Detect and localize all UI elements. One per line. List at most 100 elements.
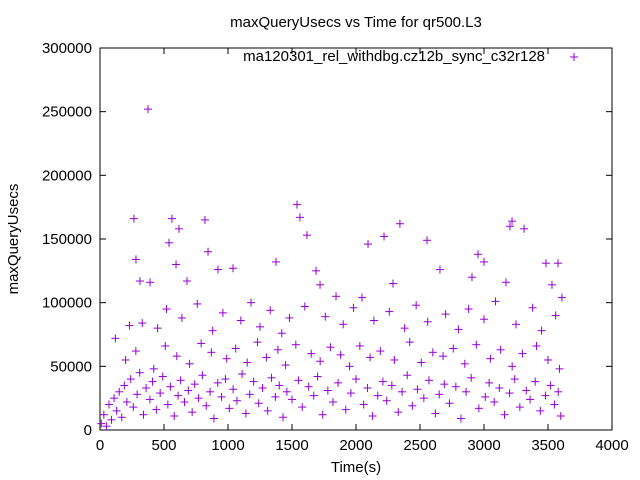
data-point: [423, 317, 432, 326]
data-point: [394, 408, 403, 417]
data-point: [176, 376, 185, 385]
data-point: [349, 303, 358, 312]
data-point: [166, 382, 175, 391]
y-tick-label: 100000: [42, 295, 92, 312]
data-point: [556, 411, 565, 420]
data-point: [518, 349, 527, 358]
data-point: [419, 394, 428, 403]
data-point: [467, 273, 476, 282]
data-point: [111, 334, 120, 343]
x-axis-label: Time(s): [331, 459, 381, 476]
data-point: [208, 326, 217, 335]
data-point: [167, 214, 176, 223]
data-point: [316, 280, 325, 289]
data-point: [174, 224, 183, 233]
data-point: [99, 410, 108, 419]
data-point: [359, 400, 368, 409]
data-point: [161, 341, 170, 350]
data-point: [148, 377, 157, 386]
data-point: [435, 390, 444, 399]
data-point: [272, 257, 280, 266]
data-point: [156, 389, 165, 398]
data-point: [520, 224, 529, 233]
data-point: [456, 414, 465, 423]
data-point: [142, 383, 151, 392]
data-point: [332, 292, 341, 301]
data-point: [522, 386, 531, 395]
data-point: [318, 410, 327, 419]
data-point: [321, 312, 330, 321]
data-point: [431, 409, 440, 418]
data-point: [153, 324, 162, 333]
data-point: [129, 403, 138, 412]
data-point: [180, 397, 189, 406]
data-point: [231, 344, 240, 353]
data-point: [445, 399, 454, 408]
data-point: [285, 313, 294, 322]
data-point: [316, 357, 325, 366]
data-point: [424, 376, 433, 385]
data-point: [145, 395, 154, 404]
data-point: [363, 383, 372, 392]
data-point: [553, 259, 562, 268]
data-point: [207, 348, 216, 357]
data-point: [206, 387, 215, 396]
data-point: [403, 371, 412, 380]
data-point: [490, 397, 499, 406]
data-point: [355, 341, 364, 350]
data-point: [263, 406, 272, 415]
legend-plus-icon: [570, 53, 578, 61]
data-point: [295, 213, 304, 222]
data-point: [267, 373, 276, 382]
data-point: [185, 359, 194, 368]
data-point: [225, 404, 234, 413]
data-point: [449, 344, 458, 353]
data-point: [298, 403, 307, 412]
data-point: [193, 299, 202, 308]
data-point: [121, 355, 130, 364]
data-point: [183, 277, 192, 286]
x-tick-label: 2500: [403, 437, 436, 454]
data-point: [464, 305, 473, 314]
data-point: [382, 396, 391, 405]
x-tick-label: 0: [96, 437, 104, 454]
data-point: [97, 419, 106, 428]
legend-marker: [570, 53, 578, 61]
data-point: [133, 390, 142, 399]
data-point: [413, 385, 422, 394]
data-point: [390, 355, 399, 364]
data-point: [273, 345, 282, 354]
data-point: [184, 386, 193, 395]
data-point: [366, 353, 375, 362]
x-tick-label: 1000: [211, 437, 244, 454]
data-point: [551, 311, 560, 320]
data-point: [217, 392, 226, 401]
data-point: [398, 387, 407, 396]
data-point: [405, 338, 414, 347]
data-point: [358, 293, 367, 302]
data-point: [313, 372, 322, 381]
data-point: [138, 319, 147, 328]
data-point: [378, 377, 387, 386]
data-point: [550, 400, 559, 409]
x-tick-label: 3500: [531, 437, 564, 454]
data-point: [129, 214, 138, 223]
data-point: [291, 340, 300, 349]
data-point: [262, 353, 271, 362]
data-point: [451, 382, 460, 391]
data-point: [480, 257, 488, 266]
plot-border: [99, 47, 613, 431]
data-point: [385, 307, 394, 316]
data-point: [213, 378, 222, 387]
data-point: [102, 422, 111, 431]
data-point: [376, 347, 385, 356]
data-point: [249, 377, 258, 386]
data-point: [304, 382, 313, 391]
data-point: [544, 355, 552, 364]
data-point: [536, 406, 545, 415]
chart-title: maxQueryUsecs vs Time for qr500.L3: [230, 14, 482, 31]
data-point: [547, 280, 556, 289]
data-point: [275, 381, 284, 390]
